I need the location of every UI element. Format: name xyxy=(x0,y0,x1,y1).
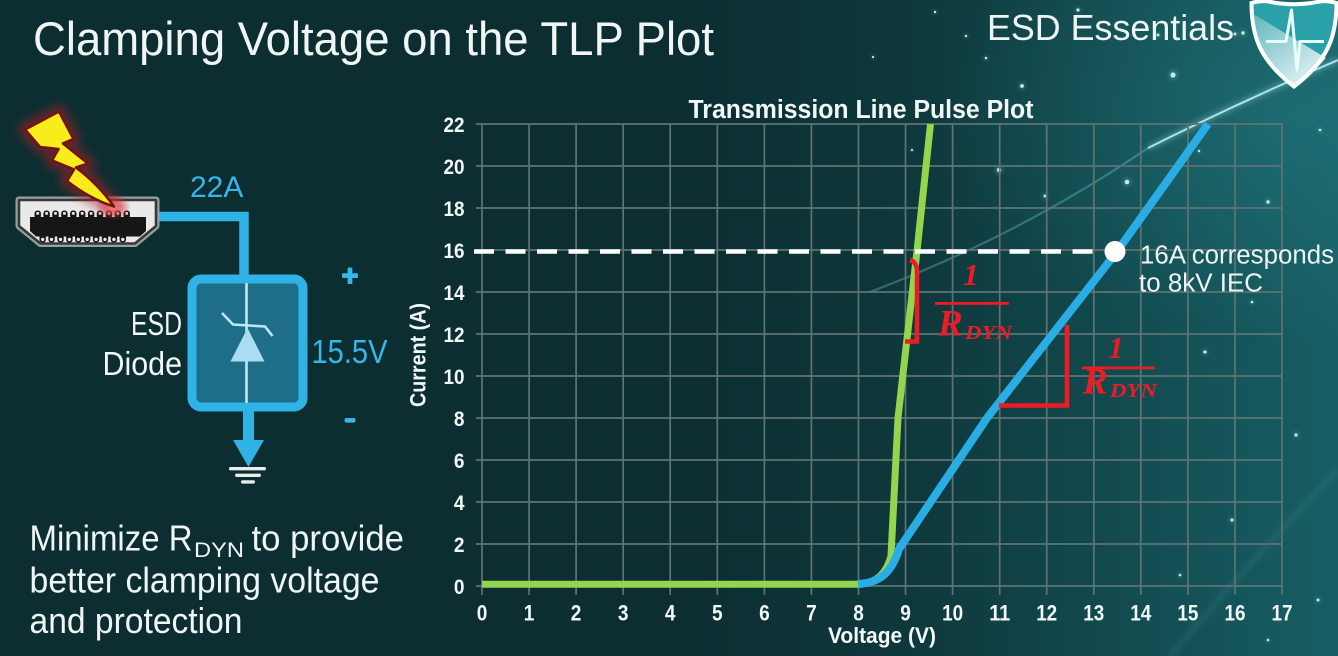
svg-text:R: R xyxy=(1082,362,1108,403)
svg-text:4: 4 xyxy=(665,601,676,626)
svg-text:14: 14 xyxy=(1130,601,1152,626)
svg-text:16: 16 xyxy=(444,239,465,263)
svg-text:DYN: DYN xyxy=(1109,380,1159,402)
svg-text:15.5V: 15.5V xyxy=(312,333,388,370)
svg-text:1: 1 xyxy=(1108,330,1124,365)
svg-text:ESD: ESD xyxy=(131,305,182,342)
svg-text:2: 2 xyxy=(571,601,582,626)
svg-text:9: 9 xyxy=(900,601,911,626)
svg-text:17: 17 xyxy=(1272,601,1293,626)
svg-text:ESD Essentials: ESD Essentials xyxy=(987,7,1234,48)
svg-text:better clamping voltage: better clamping voltage xyxy=(30,560,380,601)
svg-text:10: 10 xyxy=(444,365,465,389)
svg-text:16: 16 xyxy=(1225,601,1246,626)
svg-text:22: 22 xyxy=(444,113,465,137)
svg-text:6: 6 xyxy=(454,449,465,473)
svg-text:12: 12 xyxy=(444,323,465,347)
svg-text:DYN: DYN xyxy=(194,538,244,562)
svg-text:5: 5 xyxy=(712,601,723,626)
svg-text:10: 10 xyxy=(942,601,963,626)
svg-text:18: 18 xyxy=(444,197,465,221)
svg-text:0: 0 xyxy=(454,575,465,599)
svg-text:0: 0 xyxy=(477,601,488,626)
svg-text:Voltage (V): Voltage (V) xyxy=(828,623,936,648)
svg-text:1: 1 xyxy=(963,257,979,292)
svg-text:1: 1 xyxy=(524,601,535,626)
svg-text:20: 20 xyxy=(444,155,465,179)
svg-text:to 8kV IEC: to 8kV IEC xyxy=(1139,270,1263,298)
svg-text:2: 2 xyxy=(454,533,465,557)
svg-text:7: 7 xyxy=(806,601,817,626)
svg-text:4: 4 xyxy=(454,491,465,515)
svg-text:8: 8 xyxy=(853,601,864,626)
svg-text:6: 6 xyxy=(759,601,770,626)
svg-text:14: 14 xyxy=(444,281,465,305)
svg-text:Transmission Line Pulse Plo: Transmission Line Pulse Plot xyxy=(689,96,1034,124)
svg-text:Minimize R: Minimize R xyxy=(30,518,193,559)
svg-text:8: 8 xyxy=(454,407,465,431)
svg-text:and protection: and protection xyxy=(30,600,243,641)
svg-text:11: 11 xyxy=(989,601,1010,626)
svg-text:DYN: DYN xyxy=(964,322,1014,344)
svg-text:16A corresponds: 16A corresponds xyxy=(1140,242,1334,270)
svg-text:15: 15 xyxy=(1177,601,1198,626)
svg-text:12: 12 xyxy=(1036,601,1057,626)
svg-text:R: R xyxy=(937,304,963,345)
svg-text:Diode: Diode xyxy=(103,345,183,382)
svg-text:Clamping Voltage on the TLP Pl: Clamping Voltage on the TLP Plot xyxy=(33,12,714,65)
svg-text:Current (A): Current (A) xyxy=(406,303,431,407)
svg-text:22A: 22A xyxy=(190,171,243,204)
svg-text:3: 3 xyxy=(618,601,629,626)
svg-text:13: 13 xyxy=(1083,601,1104,626)
svg-text:to provide: to provide xyxy=(252,518,405,559)
